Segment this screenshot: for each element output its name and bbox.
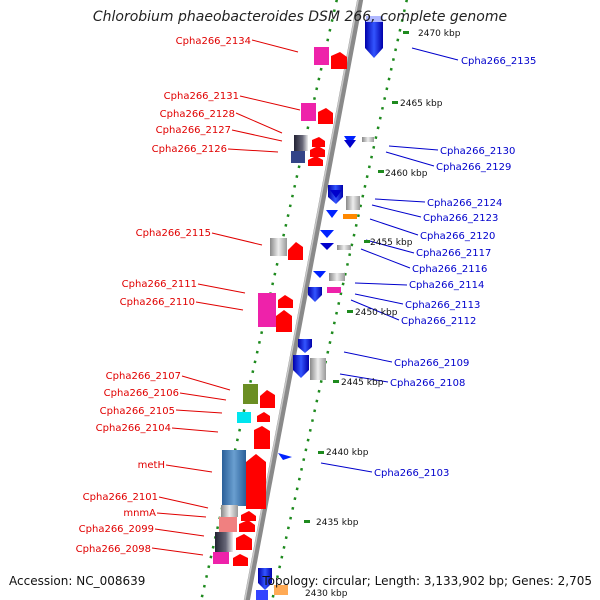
minus-strand-genes xyxy=(256,16,383,600)
gene-label[interactable]: Cpha266_2129 xyxy=(436,162,511,173)
gene-arrow xyxy=(257,412,270,422)
gene-label[interactable]: mnmA xyxy=(123,508,156,519)
gene-label[interactable]: Cpha266_2111 xyxy=(122,279,197,290)
tick-label: 2435 kbp xyxy=(316,518,359,528)
gene-label[interactable]: Cpha266_2117 xyxy=(416,248,491,259)
gene-box xyxy=(215,532,233,552)
gene-box xyxy=(222,450,246,506)
gene-arrow xyxy=(288,242,303,260)
gene-arrow xyxy=(236,534,252,550)
gene-label[interactable]: Cpha266_2110 xyxy=(120,297,195,308)
gene-arrow xyxy=(293,355,309,378)
gene-box xyxy=(310,358,326,380)
gene-label[interactable]: Cpha266_2107 xyxy=(106,371,181,382)
gene-arrow xyxy=(320,230,334,238)
gene-box xyxy=(314,47,329,65)
gene-box xyxy=(343,214,357,219)
gene-label[interactable]: Cpha266_2120 xyxy=(420,231,495,242)
gene-label[interactable]: Cpha266_2098 xyxy=(76,544,151,555)
gene-arrow xyxy=(233,554,248,566)
left-leader-lines xyxy=(151,39,301,556)
map-title: Chlorobium phaeobacteroides DSM 266, com… xyxy=(92,9,508,25)
right-leader-lines xyxy=(320,47,459,473)
gene-arrow xyxy=(312,137,325,147)
gene-label[interactable]: Cpha266_2105 xyxy=(100,406,175,417)
accession-text: Accession: NC_008639 xyxy=(9,574,146,588)
gene-label[interactable]: Cpha266_2106 xyxy=(104,388,179,399)
gene-arrow xyxy=(241,511,256,521)
gene-arrow xyxy=(260,390,275,408)
gene-arrow xyxy=(246,454,266,509)
gene-arrow xyxy=(313,271,326,278)
gene-arrow xyxy=(326,210,338,218)
gene-label[interactable]: Cpha266_2135 xyxy=(461,56,536,67)
gene-label[interactable]: Cpha266_2123 xyxy=(423,213,498,224)
tick-label: 2440 kbp xyxy=(326,448,369,458)
gene-box xyxy=(346,196,360,210)
gene-label[interactable]: Cpha266_2104 xyxy=(96,423,171,434)
gene-label[interactable]: Cpha266_2134 xyxy=(176,36,251,47)
gene-box xyxy=(362,137,374,142)
gene-label[interactable]: Cpha266_2114 xyxy=(409,280,484,291)
gene-label[interactable]: Cpha266_2127 xyxy=(156,125,231,136)
tick-label: 2455 kbp xyxy=(370,238,413,248)
gene-label[interactable]: Cpha266_2101 xyxy=(83,492,158,503)
left-gene-labels: Cpha266_2134 Cpha266_2131 Cpha266_2128 C… xyxy=(76,36,251,555)
gene-label[interactable]: metH xyxy=(138,460,165,471)
plus-strand-genes xyxy=(213,47,347,566)
gene-arrow xyxy=(365,20,383,58)
gene-label[interactable]: Cpha266_2113 xyxy=(405,300,480,311)
gene-arrow xyxy=(254,426,270,449)
tick-label: 2445 kbp xyxy=(341,378,384,388)
right-gene-labels: Cpha266_2135 Cpha266_2130 Cpha266_2129 C… xyxy=(374,56,536,479)
topology-text: Topology: circular; Length: 3,133,902 bp… xyxy=(262,574,592,588)
gene-label[interactable]: Cpha266_2109 xyxy=(394,358,469,369)
gene-label[interactable]: Cpha266_2130 xyxy=(440,146,515,157)
gene-box xyxy=(219,517,237,532)
gene-box xyxy=(337,245,351,250)
gene-arrow xyxy=(278,295,293,308)
gene-box xyxy=(243,384,258,404)
gene-arrow xyxy=(308,287,322,302)
gene-arrow xyxy=(318,108,333,124)
gene-box xyxy=(294,135,308,151)
gene-box xyxy=(274,585,288,595)
gene-box xyxy=(329,273,345,281)
gene-box xyxy=(301,103,316,121)
gene-label[interactable]: Cpha266_2103 xyxy=(374,468,449,479)
gene-label[interactable]: Cpha266_2128 xyxy=(160,109,235,120)
gene-box xyxy=(213,552,229,564)
gene-box xyxy=(270,238,287,256)
gene-label[interactable]: Cpha266_2115 xyxy=(136,228,211,239)
gene-label[interactable]: Cpha266_2108 xyxy=(390,378,465,389)
gene-box xyxy=(258,293,276,327)
tick-label: 2450 kbp xyxy=(355,308,398,318)
gene-box xyxy=(327,287,341,293)
gene-label[interactable]: Cpha266_2131 xyxy=(164,91,239,102)
gene-arrow xyxy=(258,568,272,590)
gene-label[interactable]: Cpha266_2124 xyxy=(427,198,502,209)
gene-arrow xyxy=(278,453,292,460)
gene-label[interactable]: Cpha266_2116 xyxy=(412,264,487,275)
gene-arrow xyxy=(331,52,347,69)
scale-ticks: 2470 kbp 2465 kbp 2460 kbp 2455 kbp 2450… xyxy=(304,29,461,599)
gene-label[interactable]: Cpha266_2112 xyxy=(401,316,476,327)
gene-label[interactable]: Cpha266_2099 xyxy=(79,524,154,535)
gene-label[interactable]: Cpha266_2126 xyxy=(152,144,227,155)
gene-arrow xyxy=(298,339,312,353)
gene-box xyxy=(221,505,238,517)
tick-label: 2470 kbp xyxy=(418,29,461,39)
tick-label: 2430 kbp xyxy=(305,589,348,599)
tick-label: 2460 kbp xyxy=(385,169,428,179)
tick-label: 2465 kbp xyxy=(400,99,443,109)
gene-box xyxy=(237,412,251,423)
